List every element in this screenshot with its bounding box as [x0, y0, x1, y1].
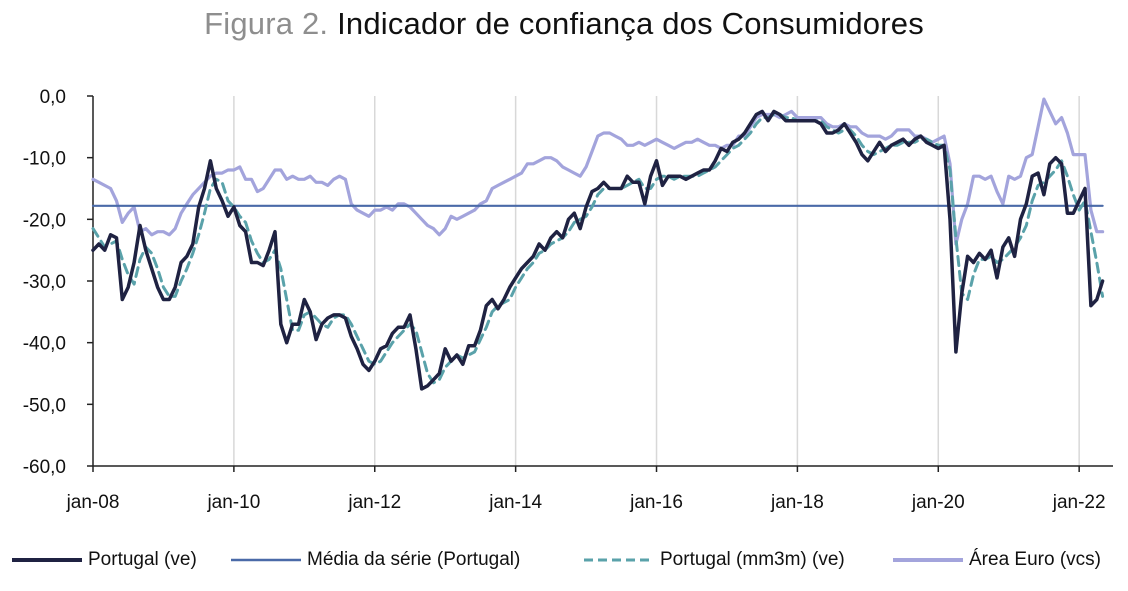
legend-label-euro: Área Euro (vcs) — [969, 549, 1101, 570]
x-tick-label-jan-18: jan-18 — [770, 492, 824, 513]
series-line-portugal-mm3m — [91, 113, 1105, 385]
legend: Portugal (ve) Média da série (Portugal) … — [0, 545, 1128, 575]
legend-swatch-mm3m — [584, 558, 654, 562]
chart-title-prefix: Figura 2. — [204, 6, 329, 41]
legend-item-portugal: Portugal (ve) — [12, 545, 197, 575]
legend-label-mm3m: Portugal (mm3m) (ve) — [660, 549, 845, 570]
x-tick-label-jan-10: jan-10 — [206, 492, 260, 513]
y-tick-label-2: -20,0 — [23, 210, 66, 231]
chart-title: Figura 2. Indicador de confiança dos Con… — [0, 6, 1128, 42]
y-tick-label-5: -50,0 — [23, 395, 66, 416]
x-tick-label-jan-16: jan-16 — [629, 492, 683, 513]
legend-label-portugal: Portugal (ve) — [88, 549, 197, 570]
legend-swatch-euro — [893, 558, 963, 562]
legend-label-media: Média da série (Portugal) — [307, 549, 521, 570]
y-tick-label-0: 0,0 — [40, 87, 66, 108]
x-tick-label-jan-08: jan-08 — [66, 492, 120, 513]
series-line-portugal — [91, 109, 1105, 391]
x-tick-label-jan-22: jan-22 — [1052, 492, 1106, 513]
y-tick-label-1: -10,0 — [23, 149, 66, 170]
legend-swatch-portugal — [12, 558, 82, 562]
x-tick-label-jan-12: jan-12 — [347, 492, 401, 513]
series-line-area-euro — [91, 97, 1105, 246]
y-tick-label-6: -60,0 — [23, 457, 66, 478]
legend-swatch-media — [231, 558, 301, 562]
x-tick-label-jan-14: jan-14 — [488, 492, 542, 513]
chart-canvas: jan-08 jan-10 jan-12 jan-14 jan-16 jan-18 jan-… — [23, 87, 1113, 513]
legend-item-euro: Área Euro (vcs) — [893, 545, 1101, 575]
chart-title-main: Indicador de confiança dos Consumidores — [337, 6, 924, 41]
y-tick-label-4: -40,0 — [23, 334, 66, 355]
axes — [87, 95, 1113, 472]
x-tick-label-jan-20: jan-20 — [911, 492, 965, 513]
y-tick-label-3: -30,0 — [23, 272, 66, 293]
series-lines — [91, 97, 1105, 391]
legend-item-mm3m: Portugal (mm3m) (ve) — [584, 545, 845, 575]
tick-labels: jan-08 jan-10 jan-12 jan-14 jan-16 jan-18 jan-… — [23, 87, 1106, 513]
legend-item-media: Média da série (Portugal) — [231, 545, 520, 575]
